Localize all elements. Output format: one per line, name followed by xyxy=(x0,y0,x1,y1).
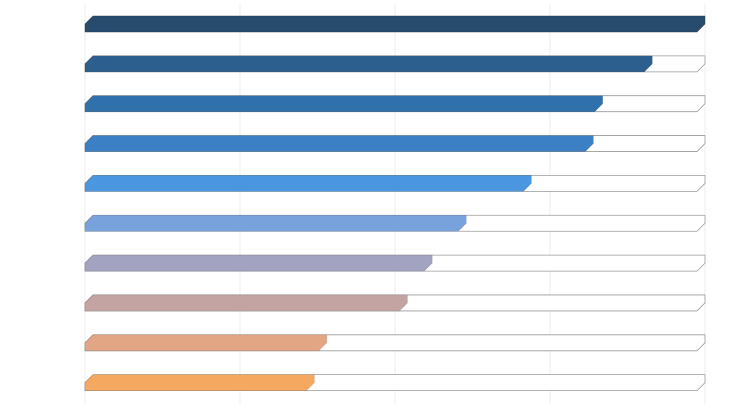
bar-group-5 xyxy=(84,214,706,232)
bar-group-6 xyxy=(84,254,706,272)
bar-5 xyxy=(84,214,467,232)
bar-9 xyxy=(84,374,315,391)
bar-8 xyxy=(84,334,328,352)
bar-group-2 xyxy=(84,95,706,113)
bar-7 xyxy=(84,294,408,312)
bar-3 xyxy=(84,135,594,152)
bar-6 xyxy=(84,254,433,272)
bar-group-8 xyxy=(84,334,706,352)
bar-0 xyxy=(84,15,706,33)
bar-1 xyxy=(84,55,653,73)
bar-group-1 xyxy=(84,55,706,73)
bars xyxy=(84,15,706,392)
bar-4 xyxy=(84,175,532,192)
bar-group-3 xyxy=(84,135,706,152)
bar-group-9 xyxy=(84,374,706,392)
bar-group-7 xyxy=(84,294,706,312)
bar-group-0 xyxy=(84,15,706,33)
bar-2 xyxy=(84,95,603,112)
bar-group-4 xyxy=(84,175,706,192)
